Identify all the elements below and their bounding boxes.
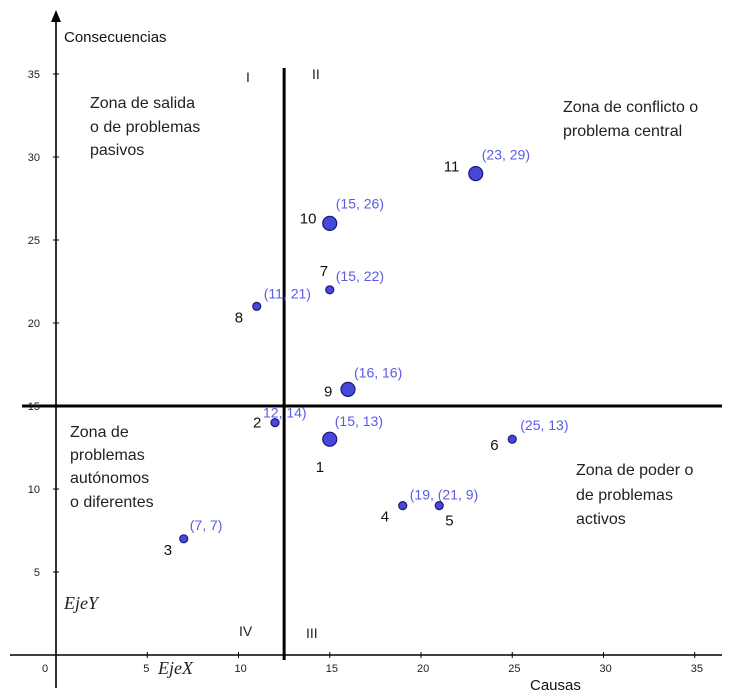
point-coord-10: (15, 26): [336, 195, 384, 211]
x-tick-label: 25: [508, 663, 520, 675]
x-axis-name: EjeX: [157, 658, 194, 678]
zone-poder-line3: activos: [576, 511, 626, 528]
point-9: [340, 381, 356, 397]
zone-salida-line2: o de problemas: [90, 119, 200, 136]
point-6: [507, 434, 517, 444]
y-tick-label: 15: [28, 401, 40, 413]
x-tick-label: 15: [326, 663, 338, 675]
point-number-8: 8: [235, 309, 243, 326]
y-tick-label: 30: [28, 152, 40, 164]
point-coord-8: (11, 21): [264, 285, 311, 301]
point-number-3: 3: [164, 542, 172, 559]
x-tick-label: 5: [143, 663, 149, 675]
quadrant-dividers: [22, 68, 722, 660]
x-tick-label: 35: [691, 663, 703, 675]
quadrant-label-II: II: [312, 66, 320, 82]
y-tick-label: 20: [28, 318, 40, 330]
y-axis-arrow: [51, 10, 61, 22]
point-number-4: 4: [381, 509, 389, 526]
point-4: [398, 501, 408, 511]
x-tick-label: 30: [600, 663, 612, 675]
point-number-1: 1: [316, 459, 324, 476]
labels: Consecuencias Causas EjeY EjeX I II III …: [63, 29, 698, 691]
x-axis-label: Causas: [530, 677, 581, 691]
point-number-9: 9: [324, 383, 332, 400]
point-number-6: 6: [490, 437, 498, 454]
zone-poder-line2: de problemas: [576, 487, 673, 504]
point-coord-3: (7, 7): [190, 517, 223, 533]
point-number-5: 5: [445, 513, 453, 530]
point-5: [434, 501, 444, 511]
point-2: [270, 418, 280, 428]
point-number-11: 11: [444, 159, 460, 176]
zone-poder-line1: Zona de poder o: [576, 462, 694, 479]
zone-conflicto-line2: problema central: [563, 123, 682, 140]
zone-autonomos-line4: o diferentes: [70, 494, 154, 511]
point-coord-6: (25, 13): [520, 417, 568, 433]
point-number-2: 2: [253, 415, 261, 432]
x-tick-label: 10: [235, 663, 247, 675]
zone-salida-line1: Zona de salida: [90, 95, 195, 112]
point-coord-1: (15, 13): [335, 413, 383, 429]
y-tick-label: 5: [34, 567, 40, 579]
point-11: [468, 166, 484, 182]
y-axis-name: EjeY: [63, 593, 100, 613]
point-coord-11: (23, 29): [482, 147, 530, 163]
zone-autonomos-line2: problemas: [70, 447, 145, 464]
point-1: [322, 431, 338, 447]
point-coord-7: (15, 22): [336, 268, 384, 284]
point-10: [322, 215, 338, 231]
zone-autonomos-line3: autónomos: [70, 470, 149, 487]
zone-autonomos-line1: Zona de: [70, 424, 129, 441]
quadrant-label-I: I: [246, 69, 250, 85]
quadrant-label-IV: IV: [239, 623, 253, 639]
y-tick-label: 10: [28, 484, 40, 496]
point-coord-2: 12, 14): [263, 405, 307, 421]
point-number-10: 10: [300, 210, 317, 227]
zone-salida-line3: pasivos: [90, 142, 144, 159]
point-3: [179, 534, 189, 544]
point-number-7: 7: [320, 263, 328, 280]
point-coord-4: (19, (21, 9): [410, 487, 478, 503]
quadrant-label-III: III: [306, 625, 318, 641]
x-tick-label: 20: [417, 663, 429, 675]
point-7: [325, 285, 335, 295]
zone-conflicto-line1: Zona de conflicto o: [563, 99, 698, 116]
point-8: [252, 301, 262, 311]
data-points: 1 (15, 13) 212, 14) 3 (7, 7) 4 (19, (21, 9) 5 6 (…: [164, 147, 569, 559]
y-tick-label: 35: [28, 69, 40, 81]
y-axis-label: Consecuencias: [64, 29, 167, 46]
point-coord-9: (16, 16): [354, 364, 402, 380]
y-tick-label: 25: [28, 235, 40, 247]
x-tick-label: 0: [42, 663, 48, 675]
